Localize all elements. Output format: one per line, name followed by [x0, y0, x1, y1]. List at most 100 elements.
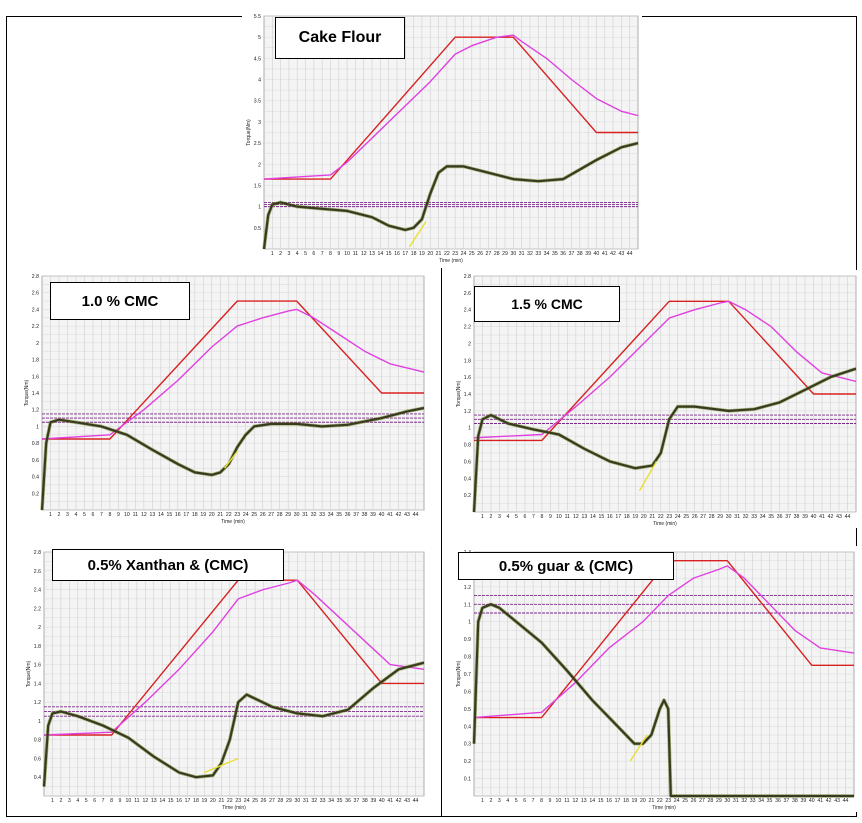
x-tick-label: 26 — [691, 798, 697, 804]
series-line-1 — [263, 34, 639, 180]
x-tick-label: 34 — [758, 798, 764, 804]
y-tick-label: 1 — [468, 426, 471, 432]
x-tick-label: 35 — [768, 514, 774, 520]
x-tick-label: 11 — [133, 512, 138, 518]
x-tick-label: 1 — [271, 251, 274, 257]
x-tick-label: 32 — [311, 798, 317, 804]
y-tick-label: 3 — [258, 120, 261, 126]
y-tick-label: 2.2 — [464, 325, 471, 331]
y-tick-label: 2.8 — [464, 274, 471, 280]
x-tick-label: 8 — [540, 514, 543, 520]
x-axis-title: Time (min) — [652, 805, 676, 811]
x-tick-label: 9 — [549, 798, 552, 804]
x-tick-label: 43 — [404, 798, 410, 804]
y-tick-label: 1.2 — [464, 409, 471, 415]
x-tick-label: 3 — [498, 514, 501, 520]
x-tick-label: 19 — [202, 798, 208, 804]
y-tick-label: 0.8 — [34, 738, 41, 744]
x-tick-label: 25 — [252, 798, 258, 804]
x-tick-label: 44 — [843, 798, 849, 804]
x-tick-label: 2 — [58, 512, 61, 518]
x-tick-label: 40 — [811, 514, 817, 520]
x-tick-label: 14 — [377, 251, 383, 257]
series-line-1 — [41, 308, 425, 440]
chart-panel-cmc-1-5: 0.2 0.4 0.6 0.8 1 1.2 1.4 1.6 1.8 2 2.2 2.4 2.6 2.8 1 2… — [452, 270, 860, 528]
series-line-1 — [473, 565, 855, 719]
y-tick-label: 0.8 — [464, 655, 471, 661]
x-tick-label: 23 — [666, 514, 672, 520]
x-tick-label: 22 — [658, 514, 664, 520]
x-tick-label: 38 — [794, 514, 800, 520]
y-tick-label: 0.5 — [464, 707, 471, 713]
y-tick-label: 1.6 — [32, 374, 39, 380]
x-tick-label: 29 — [286, 798, 292, 804]
x-tick-label: 7 — [102, 798, 105, 804]
x-tick-label: 20 — [210, 798, 216, 804]
y-tick-label: 0.4 — [464, 724, 471, 730]
x-tick-label: 20 — [640, 798, 646, 804]
x-tick-label: 24 — [461, 251, 467, 257]
x-tick-label: 31 — [303, 798, 309, 804]
series-line-0 — [264, 36, 638, 180]
x-tick-label: 26 — [477, 251, 483, 257]
x-tick-label: 17 — [185, 798, 191, 804]
x-tick-label: 15 — [166, 512, 172, 518]
x-tick-label: 34 — [328, 512, 334, 518]
x-tick-label: 42 — [610, 251, 616, 257]
x-tick-label: 36 — [777, 514, 783, 520]
x-tick-label: 33 — [751, 514, 757, 520]
x-tick-label: 13 — [149, 512, 155, 518]
x-tick-label: 16 — [394, 251, 400, 257]
y-tick-label: 0.1 — [464, 777, 471, 783]
x-tick-label: 44 — [413, 512, 419, 518]
x-tick-label: 24 — [674, 798, 680, 804]
x-tick-label: 15 — [168, 798, 174, 804]
x-tick-label: 10 — [126, 798, 132, 804]
series-line-2 — [262, 142, 639, 250]
x-tick-label: 35 — [336, 512, 342, 518]
x-tick-label: 11 — [134, 798, 139, 804]
y-tick-label: 2.6 — [32, 291, 39, 297]
x-tick-label: 38 — [792, 798, 798, 804]
x-tick-label: 40 — [379, 512, 385, 518]
y-tick-label: 0.6 — [464, 459, 471, 465]
x-tick-label: 15 — [598, 514, 604, 520]
series-line-3 — [223, 451, 238, 469]
y-tick-label: 1.2 — [34, 700, 41, 706]
x-tick-label: 27 — [486, 251, 492, 257]
x-tick-label: 43 — [618, 251, 624, 257]
x-tick-label: 11 — [564, 798, 569, 804]
y-tick-label: 2.8 — [32, 274, 39, 280]
x-tick-label: 37 — [353, 512, 359, 518]
x-tick-label: 7 — [532, 798, 535, 804]
y-tick-label: 1.6 — [464, 375, 471, 381]
x-tick-label: 40 — [809, 798, 815, 804]
y-tick-label: 0.6 — [34, 756, 41, 762]
y-tick-label: 2.4 — [34, 588, 41, 594]
x-tick-label: 13 — [581, 798, 587, 804]
x-tick-label: 1 — [481, 514, 484, 520]
x-tick-label: 24 — [244, 798, 250, 804]
x-tick-label: 2 — [279, 251, 282, 257]
x-tick-label: 30 — [726, 514, 732, 520]
x-tick-label: 18 — [193, 798, 199, 804]
x-tick-label: 1 — [481, 798, 484, 804]
x-tick-label: 29 — [716, 798, 722, 804]
x-tick-label: 33 — [319, 512, 325, 518]
chart-svg: 0.20.40.60.811.21.41.61.822.22.42.62.81 2… — [456, 274, 857, 527]
x-tick-label: 31 — [519, 251, 525, 257]
chart-svg: 0.10.20.30.40.50.60.70.80.911.11.21.31.4… — [456, 550, 855, 811]
x-tick-label: 40 — [594, 251, 600, 257]
x-tick-label: 21 — [648, 798, 654, 804]
x-tick-label: 28 — [277, 512, 283, 518]
series-line-2 — [40, 406, 425, 511]
x-tick-label: 34 — [760, 514, 766, 520]
x-tick-label: 21 — [436, 251, 442, 257]
y-tick-label: 2.6 — [464, 291, 471, 297]
x-tick-label: 30 — [294, 798, 300, 804]
y-tick-label: 1 — [468, 620, 471, 626]
x-tick-label: 27 — [268, 512, 274, 518]
chart-title-label: 0.5% Xanthan & (CMC) — [52, 549, 284, 581]
x-tick-label: 26 — [692, 514, 698, 520]
x-tick-label: 10 — [344, 251, 350, 257]
